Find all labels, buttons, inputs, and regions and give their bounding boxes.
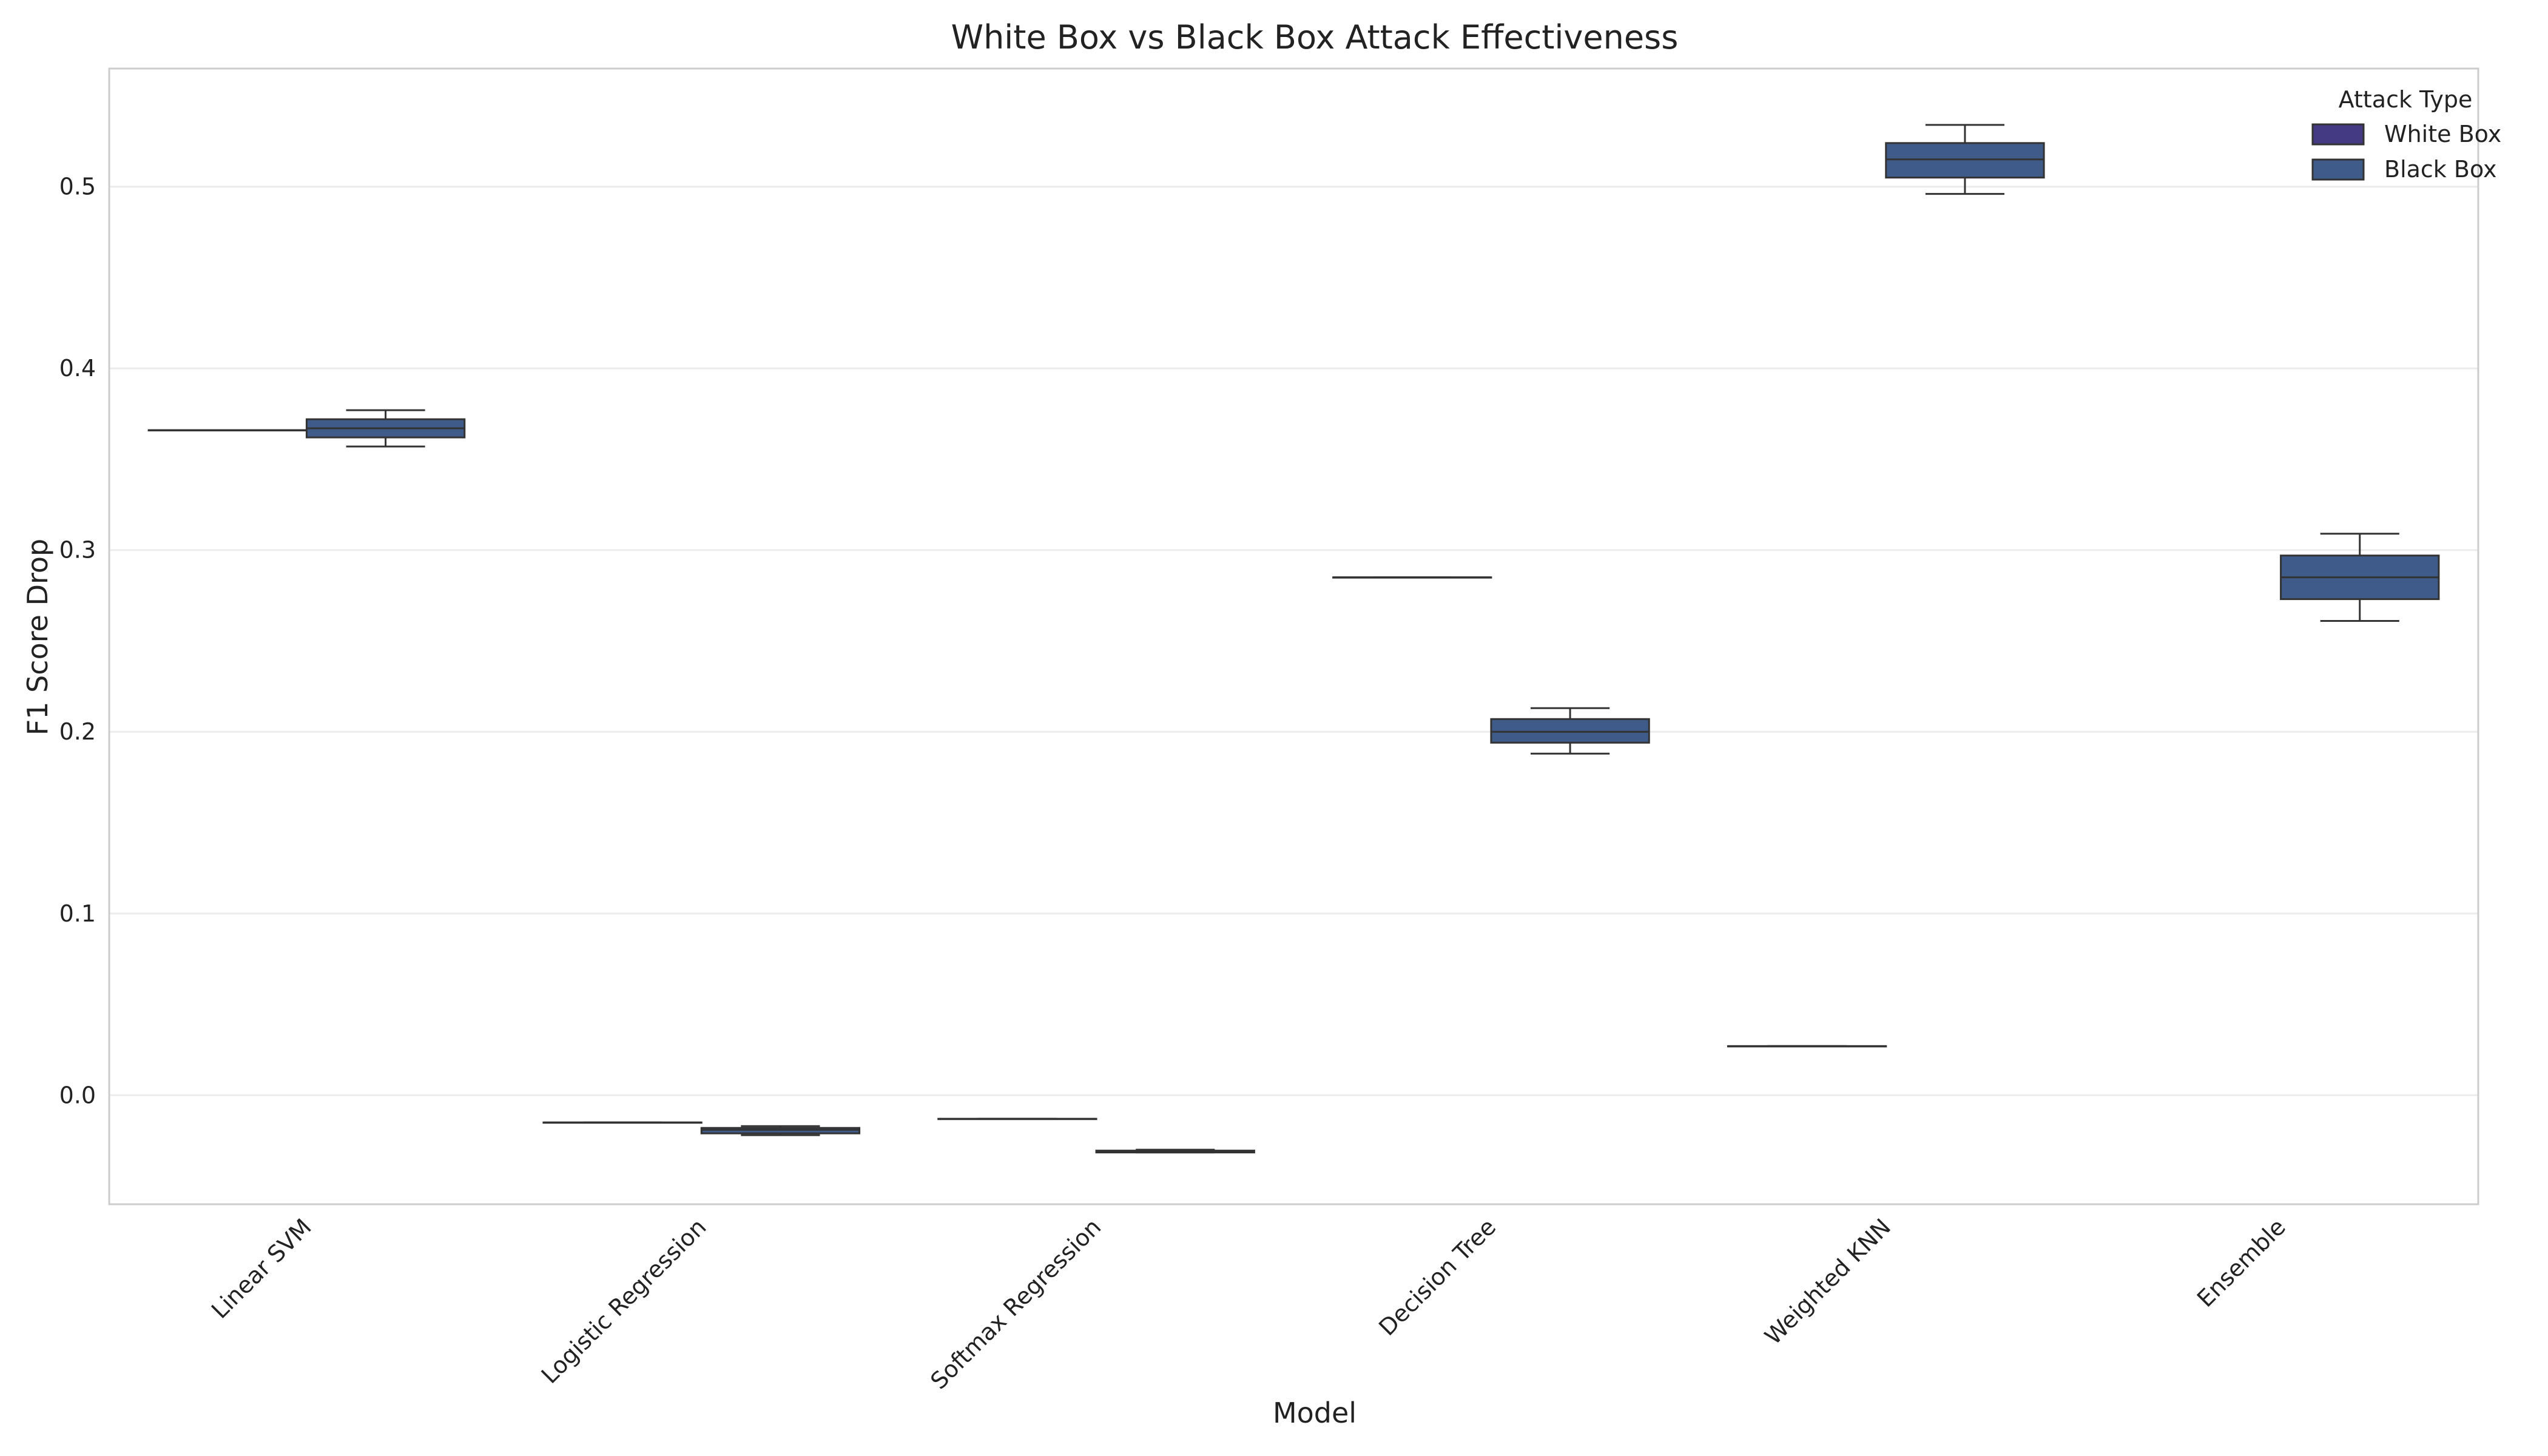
box-black-box: [305, 409, 466, 448]
legend-label-white-box: White Box: [2384, 121, 2501, 147]
y-tick-label: 0.4: [59, 355, 96, 382]
box-black-box: [1095, 1148, 1255, 1154]
y-axis-label: F1 Score Drop: [21, 539, 54, 735]
y-tick-label: 0.3: [59, 537, 96, 564]
x-axis-label: Model: [1273, 1397, 1357, 1429]
y-tick-label: 0.0: [59, 1082, 96, 1108]
box-black-box: [2280, 533, 2440, 622]
box-black-box: [700, 1125, 861, 1136]
legend: Attack Type White Box Black Box: [2311, 86, 2501, 183]
box-black-box: [1885, 124, 2045, 195]
y-tick-label: 0.2: [59, 718, 96, 745]
legend-title: Attack Type: [2339, 86, 2473, 113]
plot-border: [108, 67, 2479, 1205]
legend-swatch-white-box: [2311, 123, 2365, 146]
box-black-box: [1490, 707, 1650, 755]
box-white-box: [147, 429, 308, 432]
box-white-box: [542, 1121, 703, 1124]
legend-swatch-black-box: [2311, 158, 2365, 181]
y-tick-label: 0.5: [59, 174, 96, 200]
chart-title: White Box vs Black Box Attack Effectiven…: [951, 18, 1679, 56]
plot-background: [109, 69, 2478, 1204]
legend-label-black-box: Black Box: [2384, 156, 2497, 183]
y-tick-label: 0.1: [59, 900, 96, 927]
